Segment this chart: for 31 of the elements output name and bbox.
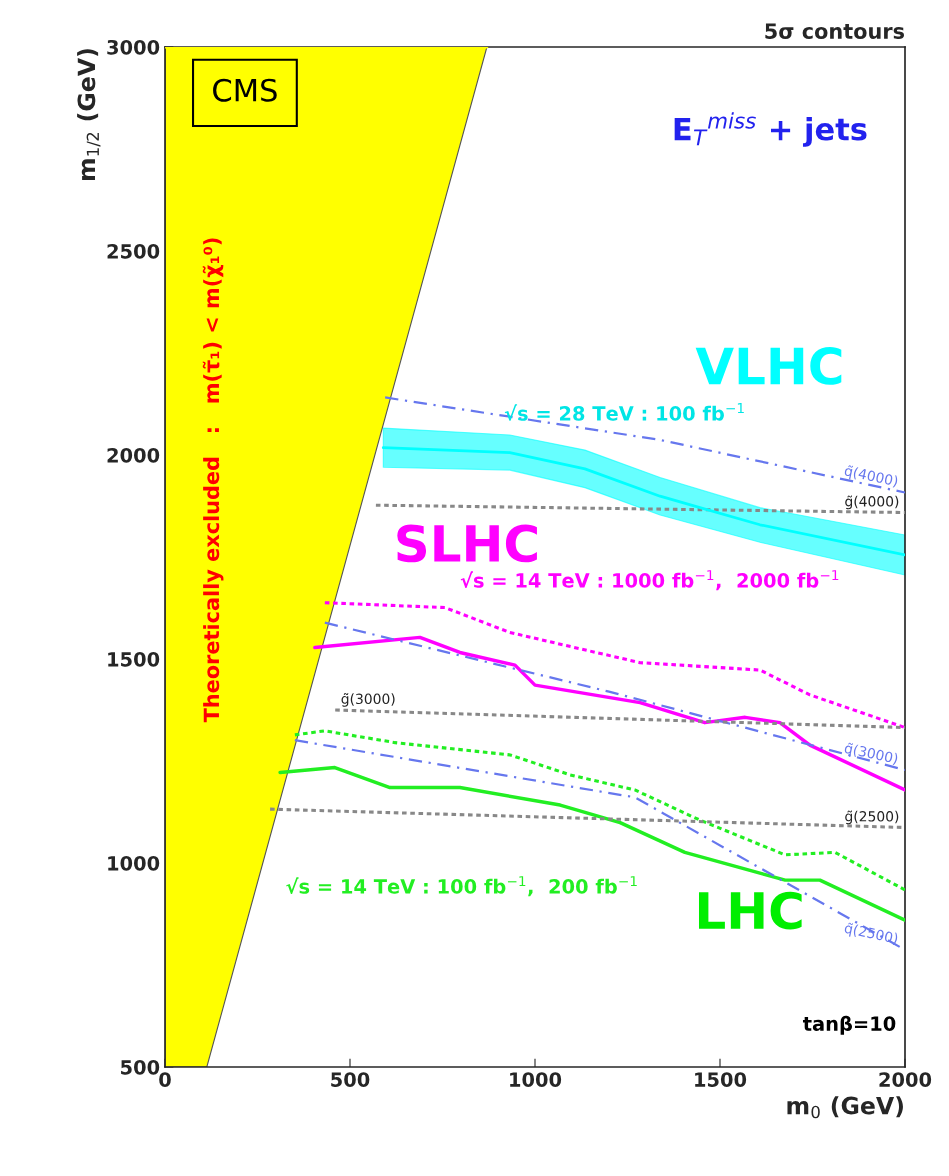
x-tick-label: 0 bbox=[159, 1072, 171, 1087]
annotation: √s = 14 TeV : 1000 fb$^{−1}$, 2000 fb$^{−1}$ bbox=[460, 570, 839, 591]
series-label: g̃(4000) bbox=[845, 495, 899, 510]
line-series bbox=[313, 635, 905, 792]
annotation: tanβ=10 bbox=[802, 1015, 896, 1035]
y-axis-title: m$_{1/2}$ (GeV) bbox=[77, 49, 101, 181]
x-tick-label: 1000 bbox=[510, 1072, 562, 1087]
text: q̃(4000) bbox=[843, 464, 899, 490]
y-tick-label: 3000 bbox=[107, 39, 160, 55]
text: q̃(3000) bbox=[843, 742, 899, 767]
x-tick-label: 500 bbox=[331, 1072, 370, 1087]
annotation: LHC bbox=[698, 891, 802, 930]
y-tick-label: 1000 bbox=[108, 855, 160, 871]
annotation: √s = 14 TeV : 100 fb$^{−1}$, 200 fb$^{−1}$ bbox=[286, 876, 637, 897]
line-series bbox=[323, 601, 905, 730]
annotation: √s = 28 TeV : 100 fb$^{−1}$ bbox=[504, 403, 744, 421]
x-axis-title: m$_{0}$ (GeV) bbox=[787, 1096, 903, 1119]
x-tick-label: 2000 bbox=[879, 1072, 932, 1087]
y-tick-label: 2500 bbox=[107, 243, 160, 259]
y-tick-label: 1500 bbox=[108, 651, 160, 667]
annotation: Theoretically excluded : m(τ̃₁) < m(χ̃₁⁰) bbox=[202, 238, 224, 723]
annotation: CMS bbox=[213, 78, 277, 102]
y-tick-label: 500 bbox=[121, 1059, 160, 1075]
x-tick-label: 1500 bbox=[695, 1072, 747, 1087]
series-label: g̃(3000) bbox=[341, 693, 395, 707]
series-label: g̃(2500) bbox=[845, 810, 899, 825]
y-tick-label: 2000 bbox=[107, 447, 160, 463]
annotation: SLHC bbox=[397, 524, 537, 563]
chart-title: 5σ contours bbox=[765, 23, 905, 39]
annotation: VLHC bbox=[695, 347, 842, 385]
annotation: E$_{T}$$^{miss}$ + jets bbox=[674, 112, 867, 147]
